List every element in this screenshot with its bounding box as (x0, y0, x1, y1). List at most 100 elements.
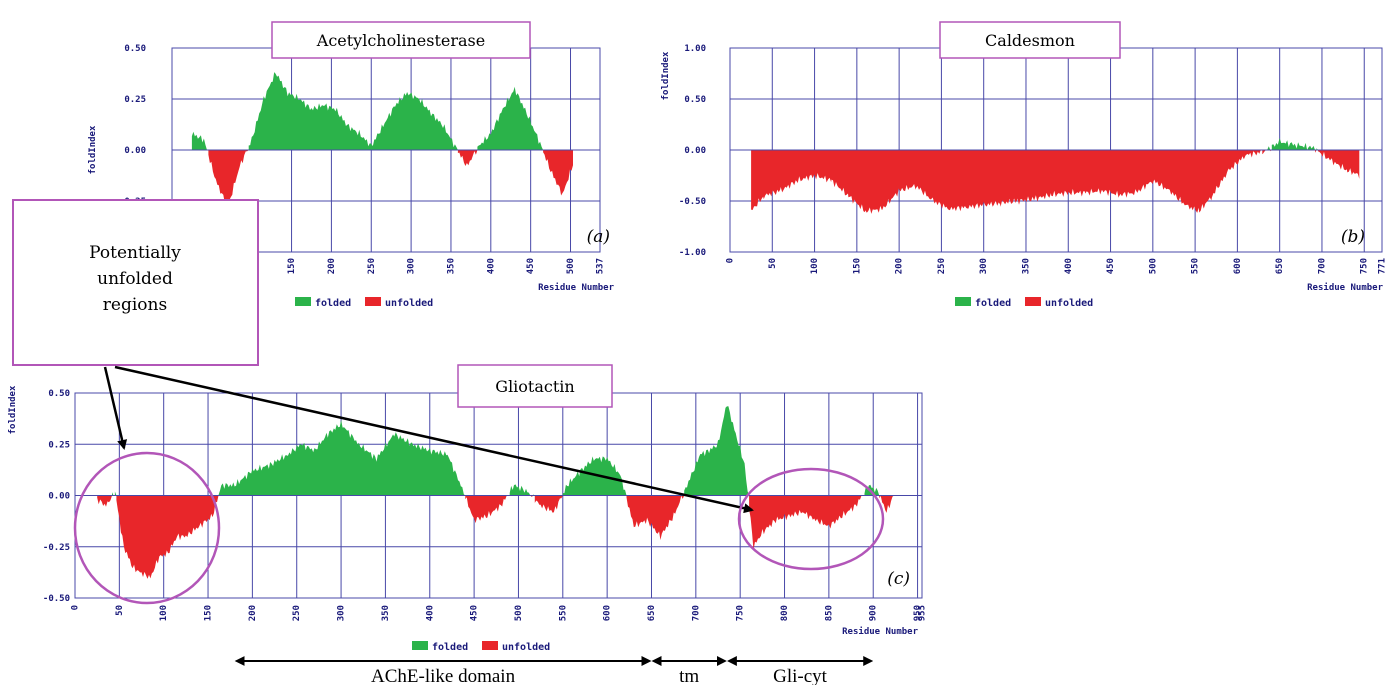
folded-region (1265, 146, 1271, 150)
callout-arrow-right (114, 365, 754, 514)
legend-label-folded: folded (315, 298, 351, 309)
chart-title: Acetylcholinesterase (316, 31, 485, 50)
x-tick-label: 250 (292, 605, 302, 621)
x-tick-label: 800 (780, 605, 790, 621)
chart-title: Gliotactin (495, 377, 574, 396)
y-axis-label: foldIndex (661, 51, 671, 100)
y-tick-label: 0.25 (124, 95, 146, 105)
highlight-circle-right (737, 467, 885, 571)
x-tick-label: 100 (159, 605, 169, 621)
folded-region (218, 419, 466, 496)
legend-label-unfolded: unfolded (1045, 298, 1093, 309)
x-tick-label: 550 (558, 605, 568, 621)
x-tick-label: 650 (1275, 258, 1285, 274)
legend-swatch-unfolded (365, 297, 381, 306)
x-tick-label: 500 (514, 605, 524, 621)
domain-annotations: AChE-like domain tm Gli-cyt (234, 656, 874, 685)
legend-swatch-unfolded (1025, 297, 1041, 306)
x-tick-label: 400 (486, 258, 496, 274)
x-tick-label: 450 (1106, 258, 1116, 274)
x-tick-label: 200 (327, 258, 337, 274)
x-tick-label: 300 (979, 258, 989, 274)
title-box (939, 21, 1121, 59)
folded-region (477, 86, 544, 150)
x-tick-label: 100 (810, 258, 820, 274)
x-tick-label: 350 (1021, 258, 1031, 274)
x-tick-label: 150 (287, 258, 297, 274)
x-tick-label: 950 (913, 605, 923, 621)
legend-swatch-folded (955, 297, 971, 306)
y-tick-label: -0.25 (43, 543, 70, 553)
x-tick-label: 50 (115, 605, 125, 616)
callout-line-2: unfolded (97, 269, 173, 289)
legend-swatch-folded (295, 297, 311, 306)
x-tick-label: 400 (425, 605, 435, 621)
legend-swatch-folded (412, 641, 428, 650)
legend-label-folded: folded (975, 298, 1011, 309)
x-tick-label: 537 (596, 258, 606, 274)
folded-region (248, 72, 458, 150)
unfolded-region (457, 150, 478, 166)
unfolded-region (534, 495, 563, 513)
unfolded-region (116, 495, 219, 579)
domain-label: tm (679, 666, 699, 685)
x-tick-label: 250 (367, 258, 377, 274)
unfolded-region (543, 150, 573, 196)
x-tick-label: 200 (248, 605, 258, 621)
x-tick-label: 771 (1378, 258, 1388, 274)
x-tick-label: 955 (918, 605, 928, 621)
x-tick-label: 200 (895, 258, 905, 274)
x-tick-label: 300 (407, 258, 417, 274)
unfolded-region (879, 495, 894, 513)
x-tick-label: 700 (691, 605, 701, 621)
y-tick-label: 0.25 (48, 440, 70, 450)
x-tick-label: 600 (603, 605, 613, 621)
unfolded-region (465, 495, 507, 524)
unfolded-region (1318, 150, 1360, 179)
x-tick-label: 750 (736, 605, 746, 621)
unfolded-region (1262, 150, 1266, 155)
x-tick-label: 500 (1148, 258, 1158, 274)
chart-caldesmon: 1.00 0.50 0.00 -0.50 -1.00 0 50 100 150 200 250 300… (661, 21, 1388, 309)
legend-label-unfolded: unfolded (502, 642, 550, 653)
callout-box: Potentially unfolded regions (12, 199, 259, 366)
x-tick-label: 450 (470, 605, 480, 621)
legend-label-unfolded: unfolded (385, 298, 433, 309)
x-tick-label: 350 (446, 258, 456, 274)
y-tick-label: -0.50 (679, 197, 706, 207)
x-tick-label: 150 (852, 258, 862, 274)
x-tick-label: 500 (566, 258, 576, 274)
x-tick-label: 900 (869, 605, 879, 621)
unfolded-region (751, 150, 1261, 214)
x-tick-label: 400 (1064, 258, 1074, 274)
folded-region (112, 492, 114, 496)
highlight-circle-left (73, 451, 221, 605)
title-box (271, 21, 531, 59)
x-tick-label: 550 (1191, 258, 1201, 274)
y-tick-label: 0.00 (124, 146, 146, 156)
folded-region (114, 491, 117, 496)
folded-region (1271, 138, 1315, 150)
legend-label-folded: folded (432, 642, 468, 653)
y-tick-label: 0.00 (684, 146, 706, 156)
x-tick-label: 0 (71, 605, 81, 610)
panel-label: (c) (887, 569, 910, 589)
title-box (457, 364, 613, 408)
x-tick-label: 350 (381, 605, 391, 621)
y-tick-label: 0.50 (124, 44, 146, 54)
y-tick-label: 0.00 (48, 492, 70, 502)
x-tick-label: 450 (526, 258, 536, 274)
domain-label: Gli-cyt (773, 666, 828, 685)
y-tick-label: -0.50 (43, 594, 70, 604)
x-tick-label: 300 (337, 605, 347, 621)
x-tick-label: 850 (824, 605, 834, 621)
y-axis-label: foldIndex (88, 125, 98, 174)
x-tick-label: 750 (1360, 258, 1370, 274)
y-axis-label: foldIndex (8, 385, 18, 434)
y-tick-label: -1.00 (679, 248, 706, 258)
unfolded-region (626, 495, 685, 540)
folded-region (509, 484, 531, 496)
x-tick-label: 250 (937, 258, 947, 274)
unfolded-region (97, 495, 112, 507)
